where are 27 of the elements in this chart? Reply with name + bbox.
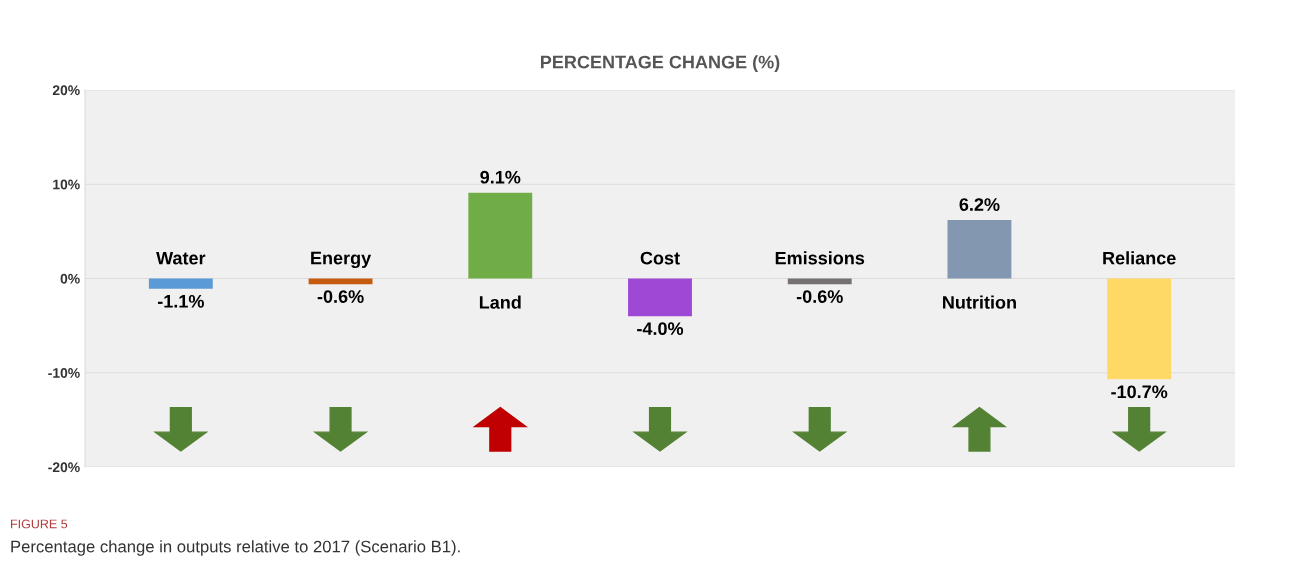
- y-tick-label: 10%: [53, 179, 80, 190]
- data-label: -0.6%: [796, 290, 843, 303]
- x-tick-label: Emissions: [775, 251, 865, 265]
- bar: [947, 220, 1012, 279]
- y-tick-label: 0%: [60, 273, 80, 284]
- bar: [468, 192, 533, 279]
- x-tick-label: Energy: [311, 251, 372, 269]
- y-tick-label: -10%: [48, 368, 80, 378]
- bar: [148, 278, 213, 289]
- chart-title: PERCENTAGE CHANGE (%): [540, 55, 780, 73]
- x-tick-label: Water: [156, 251, 206, 265]
- bar: [1107, 278, 1172, 380]
- text: Percentage change in outputs relative to 2017 (Scenario B1).: [11, 540, 460, 556]
- data-label: 6.2%: [959, 198, 1000, 211]
- data-label: 9.1%: [480, 170, 521, 184]
- y-tick-label: 20%: [52, 85, 80, 96]
- data-label: -4.0%: [637, 322, 684, 336]
- x-tick-label: Nutrition: [943, 295, 1016, 309]
- caption: FIGURE 5: [11, 519, 68, 529]
- x-tick-label: Land: [479, 295, 521, 309]
- bar: [628, 278, 692, 317]
- data-label: -10.7%: [1111, 385, 1168, 399]
- data-label: -0.6%: [317, 290, 364, 303]
- y-tick-label: -20%: [48, 462, 80, 473]
- x-tick-label: Cost: [640, 251, 680, 265]
- data-label: -1.1%: [157, 294, 204, 308]
- x-tick-label: Reliance: [1103, 251, 1176, 265]
